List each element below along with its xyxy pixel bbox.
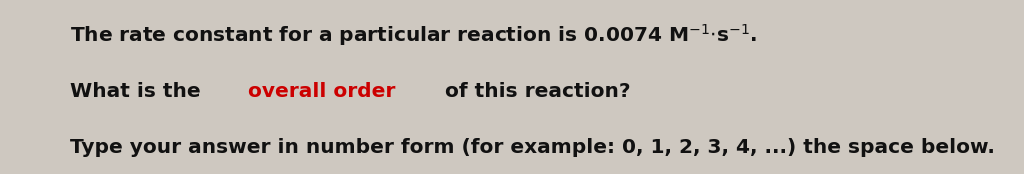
Text: What is the: What is the (70, 82, 208, 101)
Text: overall order: overall order (248, 82, 395, 101)
Text: Type your answer in number form (for example: 0, 1, 2, 3, 4, ...) the space belo: Type your answer in number form (for exa… (70, 138, 995, 157)
Text: The rate constant for a particular reaction is 0.0074 M$^{-1}$$\cdot$s$^{-1}$.: The rate constant for a particular react… (70, 22, 757, 48)
Text: of this reaction?: of this reaction? (437, 82, 630, 101)
